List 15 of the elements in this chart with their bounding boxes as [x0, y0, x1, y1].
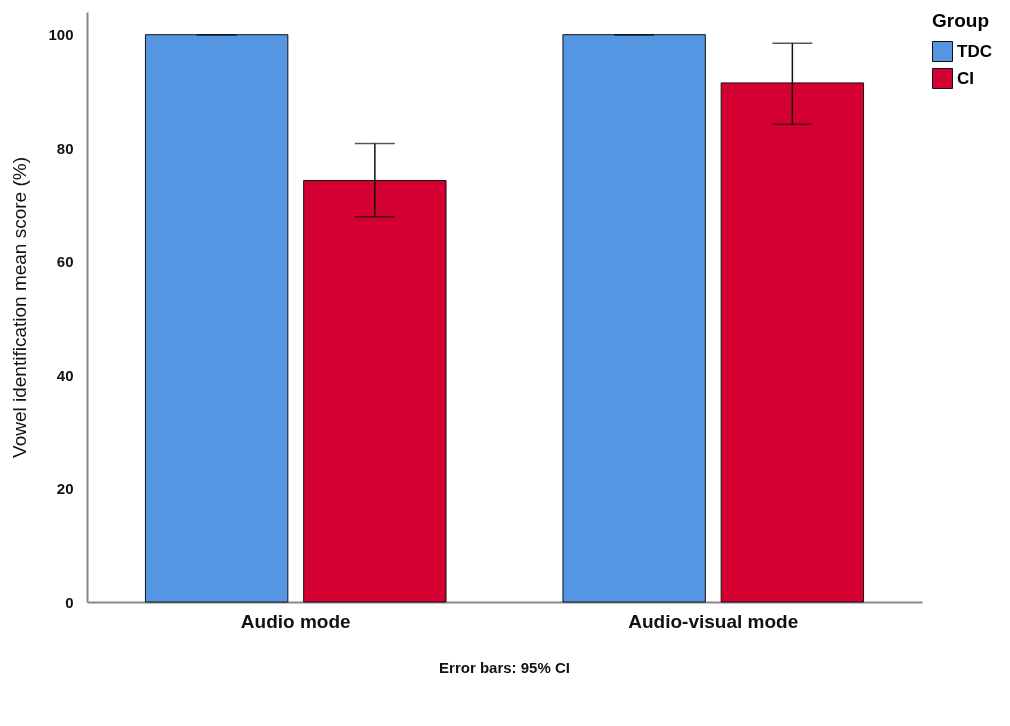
- legend-label: TDC: [957, 41, 992, 61]
- y-axis-title: Vowel identification mean score (%): [9, 157, 31, 458]
- y-tick-label: 40: [56, 366, 74, 384]
- y-tick-label: 60: [56, 253, 74, 271]
- y-tick-label: 100: [48, 26, 74, 44]
- bar: [562, 34, 706, 603]
- y-tick-label: 0: [65, 593, 74, 611]
- x-tick-label: Audio-visual mode: [628, 610, 799, 632]
- text: Error bars: 95% CI: [439, 659, 570, 676]
- bar: [144, 34, 289, 603]
- y-tick-label: 80: [56, 139, 74, 157]
- legend-label: CI: [957, 68, 974, 88]
- x-tick-label: Audio mode: [240, 610, 351, 632]
- legend-title: Group: [932, 10, 989, 31]
- y-tick-label: 20: [56, 480, 74, 498]
